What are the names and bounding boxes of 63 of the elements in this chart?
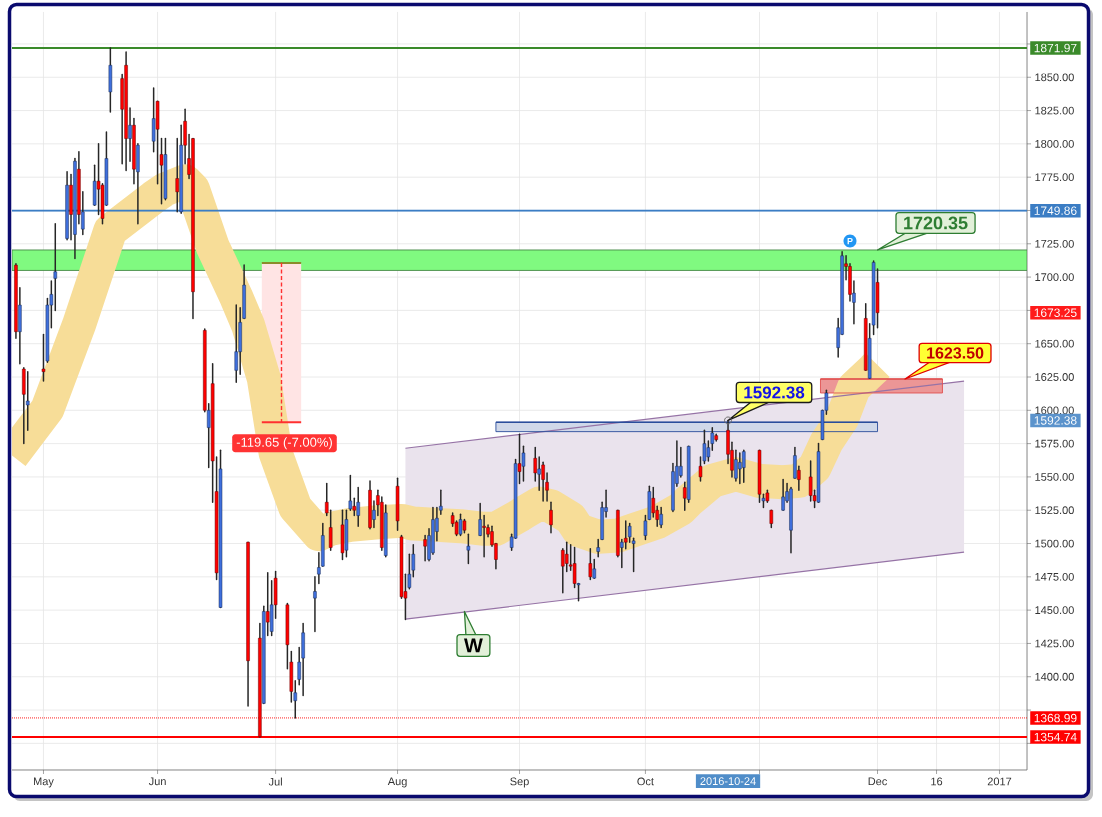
candlestick — [564, 541, 569, 573]
candlestick — [683, 481, 687, 511]
ref-line-label: 1354.74 — [1034, 732, 1077, 742]
y-tick-label: 1550.00 — [1035, 473, 1074, 481]
y-tick-label: 1650.00 — [1035, 339, 1074, 348]
candlestick — [466, 533, 471, 565]
y-tick-label: 1450.00 — [1035, 606, 1074, 615]
candlestick — [313, 576, 317, 633]
y-tick-label: 1425.00 — [1035, 639, 1074, 648]
y-tick-label: 1825.00 — [1035, 106, 1074, 115]
annotation: 1623.50 — [927, 347, 984, 359]
y-tick-label: 1500.00 — [1035, 539, 1074, 548]
ref-line-label: 1749.86 — [1034, 206, 1077, 215]
x-tick-label: Jul — [268, 777, 282, 786]
annotation: P — [847, 238, 853, 245]
candlestick — [549, 501, 553, 534]
candlestick — [41, 333, 46, 382]
x-tick-label: Jun — [148, 777, 166, 786]
candlestick — [659, 506, 663, 529]
x-tick-label: Dec — [868, 777, 888, 786]
candlestick — [234, 304, 238, 384]
candlestick — [53, 223, 58, 312]
x-tick-label: Oct — [637, 777, 654, 786]
y-tick-label: 1775.00 — [1035, 173, 1074, 182]
candlestick — [698, 456, 703, 482]
candlestick — [356, 486, 360, 527]
y-tick-label: 1600.00 — [1035, 406, 1074, 415]
x-tick-label: Sep — [510, 777, 529, 788]
candlestick — [572, 546, 577, 589]
candlestick — [742, 449, 746, 483]
y-tick-label: 1700.00 — [1035, 273, 1074, 281]
candlestick — [797, 465, 801, 491]
candlestick — [781, 478, 785, 511]
annotation: 1720.35 — [904, 216, 968, 230]
x-tick-label: Aug — [387, 777, 407, 788]
x-tick-label: May — [34, 777, 54, 788]
text: 2016-10-24 — [700, 777, 756, 785]
candlestick — [458, 513, 463, 537]
candlestick — [517, 433, 522, 485]
candlestick — [423, 534, 427, 562]
candlestick — [265, 572, 270, 637]
y-tick-label: 1625.00 — [1035, 373, 1074, 381]
y-tick-label: 1575.00 — [1035, 439, 1074, 448]
y-tick-label: 1850.00 — [1035, 73, 1074, 82]
x-tick-label: 2017 — [987, 777, 1012, 786]
candlestick — [588, 548, 593, 581]
y-tick-label: 1725.00 — [1035, 239, 1074, 248]
annotation: -119.65 (-7.00%) — [236, 437, 332, 450]
text: 1592.38 — [1034, 416, 1077, 425]
x-tick-label: 16 — [931, 777, 943, 786]
y-tick-label: 1475.00 — [1035, 572, 1074, 581]
y-tick-label: 1525.00 — [1035, 506, 1074, 515]
candlestick — [175, 137, 179, 213]
annotation: 1592.38 — [744, 386, 805, 399]
candlestick — [128, 107, 132, 162]
candlestick — [482, 514, 486, 558]
text: 1673.25 — [1034, 308, 1077, 317]
candlestick — [738, 452, 742, 485]
y-tick-label: 1800.00 — [1035, 139, 1074, 148]
y-tick-label: 1400.00 — [1035, 672, 1074, 681]
ref-line-label: 1368.99 — [1034, 713, 1077, 723]
annotation: W — [464, 638, 483, 653]
ref-line-label: 1871.97 — [1034, 43, 1077, 53]
